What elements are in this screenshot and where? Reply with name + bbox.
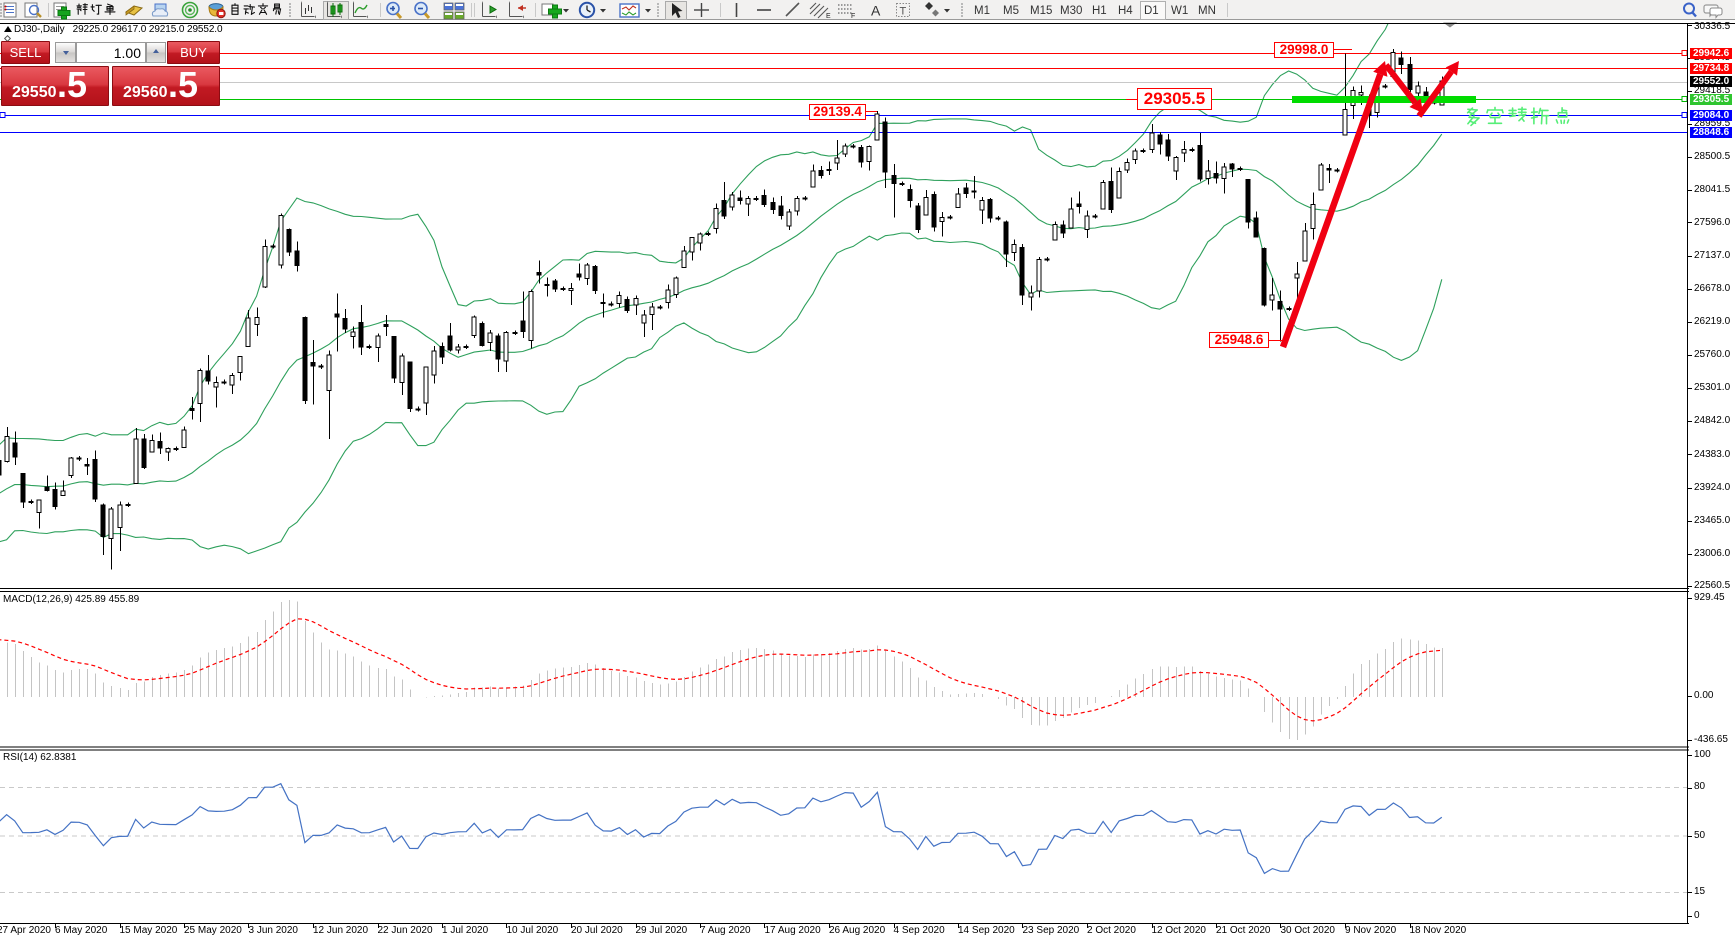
svg-text:M1: M1 xyxy=(974,5,990,17)
svg-text:M30: M30 xyxy=(1060,5,1082,17)
svg-text:H1: H1 xyxy=(1092,5,1107,17)
svg-text:F: F xyxy=(851,13,855,20)
svg-text:E: E xyxy=(826,13,831,20)
svg-text:M15: M15 xyxy=(1030,5,1052,17)
svg-text:H4: H4 xyxy=(1118,5,1133,17)
svg-text:A: A xyxy=(871,3,881,19)
svg-text:W1: W1 xyxy=(1171,5,1188,17)
svg-text:M5: M5 xyxy=(1003,5,1019,17)
svg-text:MN: MN xyxy=(1198,5,1216,17)
svg-text:T: T xyxy=(900,6,907,18)
svg-text:D1: D1 xyxy=(1144,5,1159,17)
